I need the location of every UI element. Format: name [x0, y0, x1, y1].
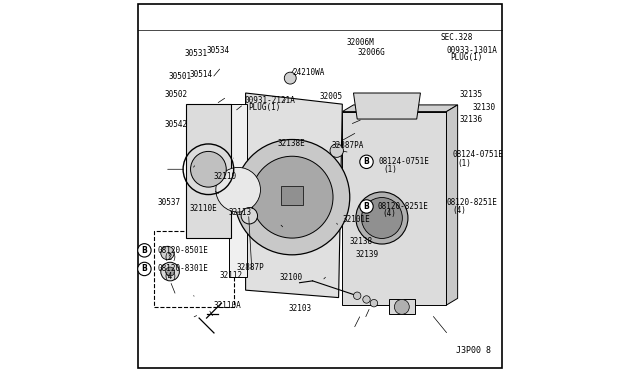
Circle shape: [241, 208, 257, 224]
Text: (1): (1): [458, 159, 472, 168]
Circle shape: [394, 299, 410, 314]
Text: SEC.328: SEC.328: [441, 33, 473, 42]
Text: PLUG(1): PLUG(1): [450, 53, 483, 62]
Text: (4): (4): [382, 209, 396, 218]
Polygon shape: [186, 104, 231, 238]
Circle shape: [353, 292, 361, 299]
Text: 32887PA: 32887PA: [331, 141, 364, 150]
Circle shape: [161, 262, 179, 281]
Text: B: B: [364, 202, 369, 211]
Text: 30537: 30537: [157, 198, 180, 207]
Circle shape: [360, 155, 373, 169]
Circle shape: [360, 200, 373, 213]
Circle shape: [284, 72, 296, 84]
Text: (4): (4): [452, 206, 466, 215]
Text: 32110: 32110: [213, 172, 236, 181]
Text: 32136: 32136: [460, 115, 483, 124]
Circle shape: [330, 144, 344, 157]
Circle shape: [251, 156, 333, 238]
Circle shape: [138, 244, 151, 257]
Text: 32112: 32112: [220, 271, 243, 280]
Text: 32113: 32113: [229, 208, 252, 217]
Text: 08120-8301E: 08120-8301E: [157, 264, 208, 273]
Text: 32887P: 32887P: [236, 263, 264, 272]
Text: 32135: 32135: [460, 90, 483, 99]
Text: 00933-1301A: 00933-1301A: [447, 46, 497, 55]
Text: J3P00 8: J3P00 8: [456, 346, 491, 355]
Circle shape: [363, 296, 370, 303]
Circle shape: [234, 140, 349, 255]
Polygon shape: [353, 93, 420, 119]
Polygon shape: [229, 104, 248, 277]
Text: (1): (1): [383, 165, 397, 174]
Text: 30531: 30531: [184, 49, 207, 58]
Polygon shape: [281, 186, 303, 205]
Text: B: B: [141, 264, 147, 273]
Text: 32139: 32139: [355, 250, 378, 259]
Text: 08120-8501E: 08120-8501E: [157, 246, 208, 255]
Text: 32005: 32005: [320, 92, 343, 101]
Text: B: B: [364, 157, 369, 166]
Circle shape: [370, 299, 378, 307]
Text: B: B: [141, 246, 147, 255]
Text: 00931-2121A: 00931-2121A: [244, 96, 295, 105]
Circle shape: [216, 167, 260, 212]
Text: 32006M: 32006M: [346, 38, 374, 47]
Text: 30514: 30514: [189, 70, 212, 79]
Text: 32100: 32100: [279, 273, 302, 282]
Text: 08124-0751E: 08124-0751E: [452, 150, 503, 159]
Circle shape: [191, 151, 227, 187]
Text: 32138E: 32138E: [277, 139, 305, 148]
Text: 24210WA: 24210WA: [292, 68, 324, 77]
Polygon shape: [342, 105, 458, 112]
Circle shape: [138, 262, 151, 276]
Text: 32130: 32130: [472, 103, 495, 112]
Text: 32110A: 32110A: [214, 301, 242, 310]
Text: 08120-8251E: 08120-8251E: [447, 198, 497, 207]
Polygon shape: [246, 93, 342, 298]
Text: 32138: 32138: [349, 237, 373, 246]
Text: (2): (2): [164, 253, 178, 262]
Circle shape: [166, 267, 175, 276]
Text: 32110E: 32110E: [189, 204, 217, 213]
Circle shape: [161, 246, 174, 260]
Text: 08120-8251E: 08120-8251E: [378, 202, 429, 211]
Polygon shape: [342, 112, 447, 305]
Polygon shape: [389, 299, 415, 314]
Circle shape: [356, 192, 408, 244]
Text: 30501: 30501: [168, 72, 192, 81]
Text: PLUG(1): PLUG(1): [248, 103, 280, 112]
Text: 30542: 30542: [165, 120, 188, 129]
Circle shape: [362, 198, 403, 238]
Text: 32103: 32103: [289, 304, 312, 313]
Text: 30502: 30502: [165, 90, 188, 99]
Text: 32101E: 32101E: [342, 215, 370, 224]
Text: 32006G: 32006G: [357, 48, 385, 57]
Text: 30534: 30534: [207, 46, 230, 55]
Polygon shape: [447, 105, 458, 305]
Text: 08124-0751E: 08124-0751E: [379, 157, 429, 166]
Text: (4): (4): [164, 272, 178, 281]
